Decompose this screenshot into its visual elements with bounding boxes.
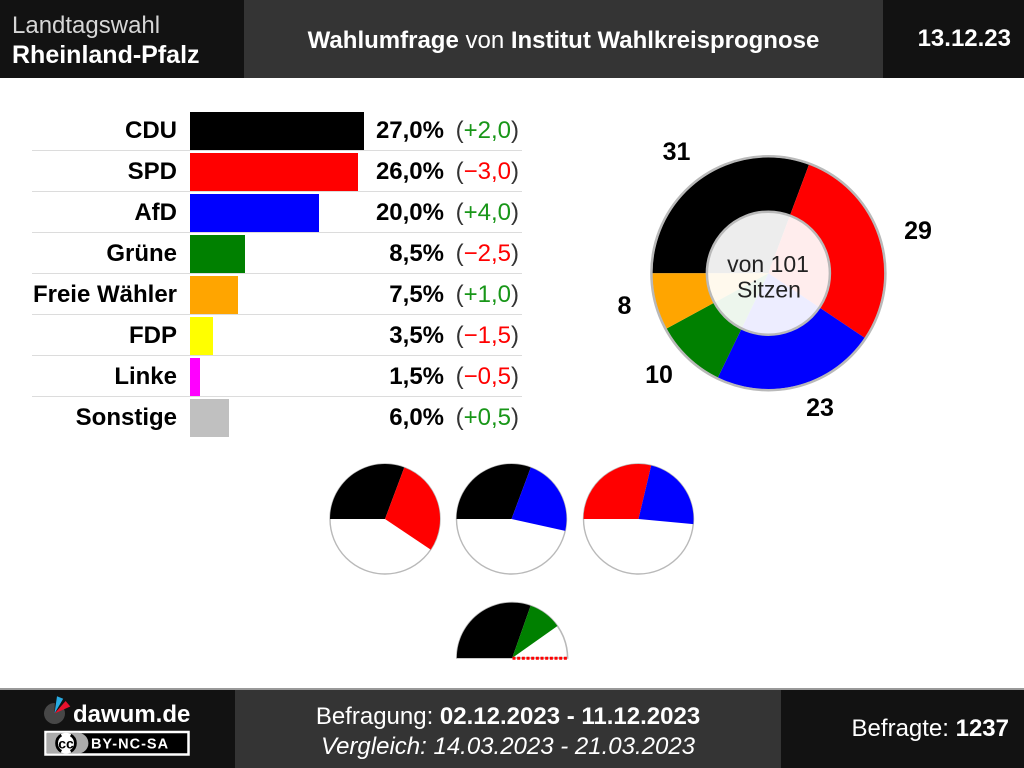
svg-text:23: 23 bbox=[806, 394, 834, 422]
svg-text:29: 29 bbox=[904, 217, 932, 245]
svg-text:10: 10 bbox=[645, 361, 673, 389]
svg-text:von 101: von 101 bbox=[727, 251, 809, 277]
svg-text:BY-NC-SA: BY-NC-SA bbox=[91, 737, 169, 753]
svg-text:cc: cc bbox=[58, 735, 74, 751]
svg-text:31: 31 bbox=[663, 138, 691, 166]
svg-text:Sitzen: Sitzen bbox=[737, 276, 801, 302]
svg-text:8: 8 bbox=[618, 292, 632, 320]
